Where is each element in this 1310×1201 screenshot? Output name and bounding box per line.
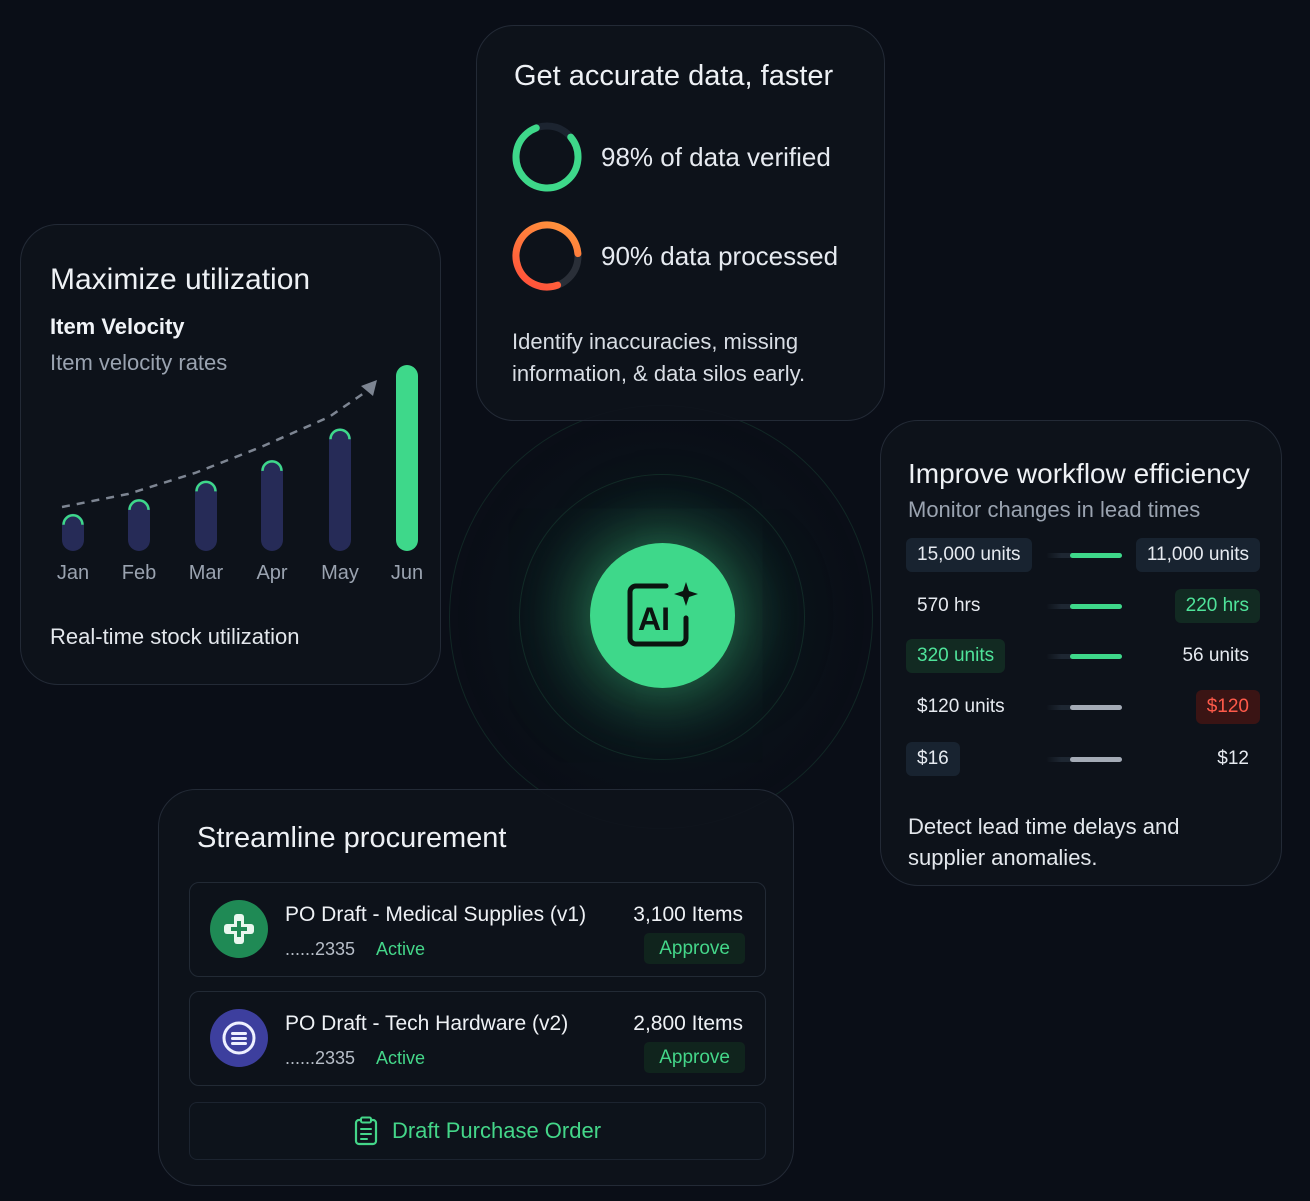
item-velocity-caption: Item velocity rates: [50, 350, 228, 375]
lead-time-row: $120 units $120: [906, 690, 1260, 726]
processed-label: 90% data processed: [601, 240, 839, 271]
month-tick-label: May: [321, 562, 359, 584]
po-name: PO Draft - Tech Hardware (v2): [285, 1012, 569, 1035]
trend-dashed-line: [61, 389, 368, 509]
ai-icon-label: AI: [638, 601, 670, 637]
po-item-count: 2,800 Items: [633, 1012, 743, 1035]
month-tick-label: Mar: [189, 562, 224, 584]
processed-progress-ring: [512, 221, 582, 291]
velocity-bar-cap: [128, 499, 150, 511]
velocity-bar-cap: [261, 460, 283, 471]
po-status: Active: [376, 939, 426, 959]
workflow-card: Improve workflow efficiency Monitor chan…: [880, 420, 1282, 886]
verified-progress-ring: [512, 122, 582, 192]
verified-row: 98% of data verified: [511, 121, 831, 193]
lead-time-row: 320 units 56 units: [906, 639, 1260, 675]
month-tick-label: Apr: [256, 562, 287, 584]
workflow-card-title: Improve workflow efficiency: [908, 458, 1250, 489]
utilization-footer: Real-time stock utilization: [50, 624, 300, 649]
workflow-card-subtitle: Monitor changes in lead times: [908, 497, 1201, 522]
month-tick-label: Jun: [391, 562, 423, 584]
lead-time-after: $12: [1217, 748, 1249, 769]
po-account: ......2335: [285, 939, 356, 959]
month-tick-label: Feb: [122, 562, 156, 584]
workflow-footer: Detect lead time delays and supplier ano…: [908, 814, 1180, 870]
velocity-bar-cap: [62, 514, 84, 525]
procurement-card-title: Streamline procurement: [197, 822, 507, 854]
velocity-bar-jun: [396, 365, 418, 551]
item-velocity-chart: Jan Feb Mar Apr May Jun: [57, 365, 423, 584]
lead-time-before: 320 units: [906, 639, 1006, 673]
purchase-order-item[interactable]: PO Draft - Tech Hardware (v2) ......2335…: [189, 991, 766, 1086]
purchase-order-item[interactable]: PO Draft - Medical Supplies (v1) ......2…: [189, 882, 766, 977]
po-item-count: 3,100 Items: [633, 903, 743, 926]
utilization-card: Maximize utilization Item Velocity Item …: [20, 224, 441, 685]
item-velocity-heading: Item Velocity: [50, 314, 185, 339]
lead-time-before: $16: [906, 742, 960, 776]
trend-line: [1046, 705, 1122, 710]
lead-time-row: 15,000 units 11,000 units: [906, 538, 1260, 574]
po-name: PO Draft - Medical Supplies (v1): [285, 903, 587, 926]
trend-line: [1046, 604, 1122, 609]
lead-time-before: 15,000 units: [906, 538, 1032, 572]
utilization-card-title: Maximize utilization: [50, 263, 311, 296]
approve-button[interactable]: Approve: [644, 1042, 745, 1073]
processed-row: 90% data processed: [511, 220, 838, 292]
velocity-bar-cap: [329, 428, 351, 440]
approve-button[interactable]: Approve: [644, 933, 745, 964]
velocity-bar-cap: [195, 480, 217, 492]
tech-lines-icon: [210, 1009, 268, 1067]
lead-time-after: 220 hrs: [1174, 589, 1260, 623]
lead-time-before: $120 units: [917, 696, 1005, 717]
velocity-bar-jan: [62, 513, 84, 551]
verified-label: 98% of data verified: [601, 141, 831, 172]
lead-time-after: 56 units: [1182, 645, 1249, 666]
month-tick-label: Jan: [57, 562, 89, 584]
velocity-bar-feb: [128, 498, 150, 551]
trend-line: [1046, 553, 1122, 558]
procurement-card: Streamline procurement PO Draft - Medica…: [158, 789, 794, 1186]
trend-line: [1046, 654, 1122, 659]
lead-time-row: 570 hrs 220 hrs: [906, 589, 1260, 625]
trend-line: [1046, 757, 1122, 762]
lead-time-after: $120: [1195, 690, 1260, 724]
ai-sparkle-icon: AI: [627, 581, 698, 646]
lead-time-before: 570 hrs: [917, 595, 981, 616]
po-account: ......2335: [285, 1048, 356, 1068]
clipboard-icon: [354, 1116, 378, 1146]
draft-purchase-order-button[interactable]: Draft Purchase Order: [189, 1102, 766, 1160]
ai-core-button[interactable]: AI: [590, 543, 735, 688]
accurate-card-description: Identify inaccuracies, missing informati…: [512, 329, 806, 386]
trend-arrow-icon: [361, 380, 377, 396]
medical-cross-icon: [210, 900, 268, 958]
lead-time-row: $16 $12: [906, 742, 1260, 778]
velocity-bar-apr: [261, 459, 283, 551]
po-status: Active: [376, 1048, 426, 1068]
velocity-bar-may: [329, 428, 351, 551]
accurate-data-card: Get accurate data, faster 98% of data ve…: [476, 25, 885, 421]
accurate-card-title: Get accurate data, faster: [514, 60, 834, 92]
draft-purchase-order-label: Draft Purchase Order: [391, 1118, 602, 1143]
velocity-bar-mar: [195, 480, 217, 551]
lead-time-after: 11,000 units: [1135, 538, 1260, 572]
